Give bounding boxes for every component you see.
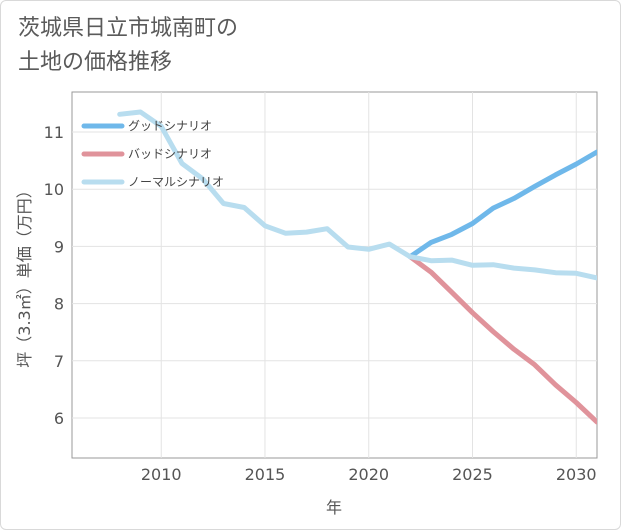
series-line-2: [117, 109, 597, 281]
y-tick-label: 8: [54, 295, 64, 314]
x-tick-label: 2025: [452, 465, 493, 484]
y-tick-label: 6: [54, 409, 64, 428]
y-tick-label: 7: [54, 352, 64, 371]
chart-title-line-1: 茨城県日立市城南町の: [18, 16, 239, 41]
x-tick-label: 2010: [141, 465, 182, 484]
axis-ticks: 2010 2015 2020 2025 2030 6 7 8 9 10 11: [44, 123, 597, 484]
y-tick-label: 11: [44, 123, 64, 142]
chart-title-line-2: 土地の価格推移: [18, 50, 173, 75]
plot-area: [71, 91, 598, 459]
chart-title: 茨城県日立市城南町の 土地の価格推移: [18, 12, 238, 80]
x-axis-label: 年: [326, 498, 342, 517]
y-tick-label: 10: [44, 180, 64, 199]
series-line-1: [407, 254, 597, 425]
legend-label: バッドシナリオ: [128, 147, 212, 161]
series-line-0: [407, 149, 597, 260]
legend-label: ノーマルシナリオ: [128, 175, 224, 189]
legend-label: グッドシナリオ: [128, 119, 212, 133]
x-tick-label: 2020: [348, 465, 389, 484]
y-axis-label: 坪（3.3㎡）単価（万円）: [15, 182, 34, 367]
grid: [72, 92, 597, 458]
x-tick-label: 2030: [556, 465, 597, 484]
x-tick-label: 2015: [245, 465, 286, 484]
series-lines: [117, 109, 597, 425]
y-tick-label: 9: [54, 237, 64, 256]
